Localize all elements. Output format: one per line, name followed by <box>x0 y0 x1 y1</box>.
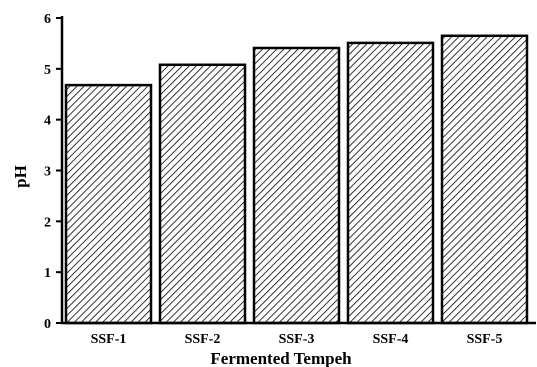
x-tick-label: SSF-5 <box>467 332 503 347</box>
y-tick-label: 4 <box>44 114 51 129</box>
y-tick-label: 6 <box>44 12 51 27</box>
bar-ssf-3 <box>252 46 341 325</box>
x-ticks: SSF-1 SSF-2 SSF-3 SSF-4 SSF-5 <box>91 332 503 347</box>
y-tick-label: 5 <box>44 63 51 78</box>
y-tick-label: 3 <box>44 165 51 180</box>
y-tick-label: 1 <box>44 266 51 281</box>
x-tick-label: SSF-2 <box>185 332 221 347</box>
y-ticks: 0 1 2 3 4 5 6 <box>44 12 62 332</box>
x-tick-label: SSF-3 <box>279 332 315 347</box>
bar-ssf-2 <box>158 63 247 325</box>
bars-layer <box>64 34 529 325</box>
x-tick-label: SSF-1 <box>91 332 127 347</box>
x-tick-label: SSF-4 <box>373 332 409 347</box>
bar-ssf-5 <box>440 34 529 325</box>
y-tick-label: 2 <box>44 215 51 230</box>
y-tick-label: 0 <box>44 317 51 332</box>
bar-ssf-1 <box>64 83 153 325</box>
bar-ssf-4 <box>346 41 435 325</box>
x-axis-title: Fermented Tempeh <box>210 349 352 367</box>
y-axis-title: pH <box>11 165 30 188</box>
